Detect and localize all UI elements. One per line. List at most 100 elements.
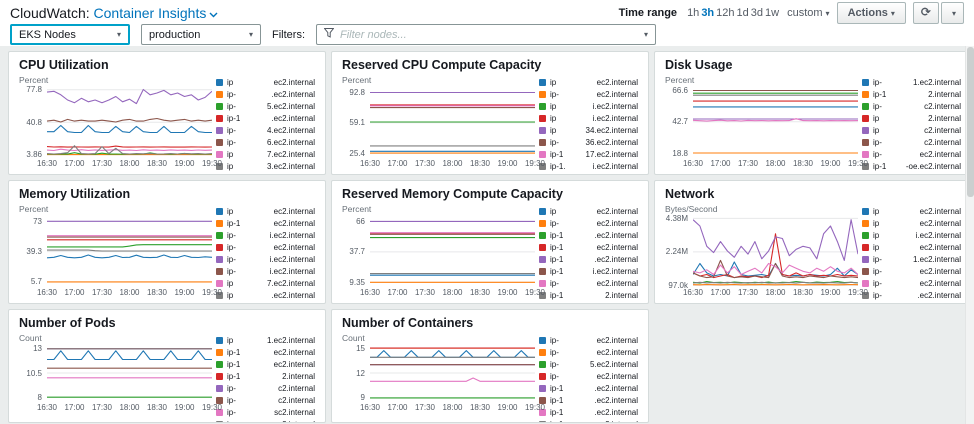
legend-item[interactable]: ip-ec2.internal (539, 347, 638, 358)
legend-item[interactable]: ip-sc2.internal (216, 407, 315, 418)
legend-item[interactable]: ip-i.ec2.internal (216, 254, 315, 265)
refresh-button[interactable]: ⟳ (912, 1, 939, 24)
legend-item[interactable]: ip- 4.ec2.internal (216, 125, 315, 136)
legend-item[interactable]: ip-1 ec2.internal (539, 242, 638, 253)
legend-node-suffix: i.ec2.internal (592, 114, 638, 123)
y-tick-label: 9.35 (349, 277, 365, 287)
chart-unit-label: Percent (342, 204, 372, 214)
legend-item[interactable]: ip-1 ec2.internal (216, 218, 315, 229)
chart-plot[interactable] (47, 86, 212, 158)
legend-item[interactable]: ip-ec2.internal (862, 149, 961, 160)
legend-item[interactable]: ip-c2.internal (216, 395, 315, 406)
time-range-1h[interactable]: 1h (687, 6, 700, 19)
x-tick-label: 17:30 (414, 403, 436, 412)
legend-item[interactable]: ip-1.ec2.internal (539, 407, 638, 418)
legend-item[interactable]: ip-1 2.internal (539, 290, 638, 301)
time-range-1d[interactable]: 1d (736, 6, 749, 19)
legend-node-prefix: ip-1 (873, 90, 887, 99)
time-range-1w[interactable]: 1w (765, 6, 780, 19)
legend-item[interactable]: ip-ec2.internal (216, 242, 315, 253)
legend-item[interactable]: ip 3.ec2.internal (216, 161, 315, 172)
legend-swatch-gray (216, 163, 223, 170)
legend-item[interactable]: ip i.ec2.internal (539, 113, 638, 124)
legend-item[interactable]: ip-ec2.internal (539, 218, 638, 229)
legend-item[interactable]: ip ec2.internal (862, 206, 961, 217)
legend-item[interactable]: ip 7.ec2.internal (216, 149, 315, 160)
x-axis-ticks: 16:30 17:00 17:30 18:00 18:30 19:00 19:30 (37, 158, 222, 169)
legend-item[interactable]: ip- 36.ec2.internal (539, 137, 638, 148)
legend-item[interactable]: ip ec2.internal (862, 242, 961, 253)
legend-item[interactable]: ip- .ec2.internal (862, 290, 961, 301)
legend-item[interactable]: ip-ec2.internal (862, 278, 961, 289)
legend-item[interactable]: ip 7.ec2.internal (216, 278, 315, 289)
legend-item[interactable]: ip 2.internal (862, 113, 961, 124)
legend-item[interactable]: ip c2.internal (862, 125, 961, 136)
legend-item[interactable]: ip-1.ec2.internal (862, 77, 961, 88)
legend-item[interactable]: ip-ec2.internal (539, 89, 638, 100)
refresh-options-button[interactable]: ▾ (940, 1, 964, 24)
legend-item[interactable]: ip-1.ec2.internal (539, 254, 638, 265)
legend-item[interactable]: ip-1 ec2.internal (216, 347, 315, 358)
chart-plot[interactable] (693, 215, 858, 287)
filter-nodes-input[interactable]: Filter nodes... ▾ (316, 24, 656, 45)
legend-item[interactable]: ip- .ec2.internal (216, 419, 315, 422)
time-range-3d[interactable]: 3d (750, 6, 764, 19)
vertical-scrollbar[interactable] (965, 46, 974, 424)
legend-item[interactable]: ip-1.ec2.internal (539, 395, 638, 406)
legend-item[interactable]: ip-i.ec2.internal (216, 230, 315, 241)
time-range-3h[interactable]: 3h (701, 6, 715, 19)
page-title-dropdown[interactable]: Container Insights (94, 5, 219, 21)
legend-item[interactable]: ip- 6.ec2.internal (216, 137, 315, 148)
legend-item[interactable]: ip-1 17.ec2.internal (539, 149, 638, 160)
legend-item[interactable]: ip-1.ec2.internal (539, 383, 638, 394)
legend-item[interactable]: ip-i.ec2.internal (216, 266, 315, 277)
legend-item[interactable]: ip-ec2.internal (862, 266, 961, 277)
legend-item[interactable]: ip ec2.internal (216, 206, 315, 217)
legend-item[interactable]: ip-1 ec2.internal (216, 359, 315, 370)
legend-swatch-pink (539, 409, 546, 416)
legend-item[interactable]: ip- .ec2.internal (216, 89, 315, 100)
legend-item[interactable]: ip i.ec2.internal (862, 230, 961, 241)
legend-item[interactable]: ip-1 i.ec2.internal (539, 266, 638, 277)
legend-item[interactable]: ip-c2.internal (862, 101, 961, 112)
chart-plot[interactable] (370, 215, 535, 287)
legend-item[interactable]: ip ec2.internal (539, 77, 638, 88)
chart-plot[interactable] (693, 86, 858, 158)
legend-item[interactable]: ip-1.ec2.internal (216, 113, 315, 124)
legend-item[interactable]: ip-c2.internal (216, 383, 315, 394)
legend-item[interactable]: ip-1. i.ec2.internal (539, 161, 638, 172)
legend-item[interactable]: ip-c2.internal (862, 137, 961, 148)
legend-item[interactable]: ip-ec2.internal (539, 278, 638, 289)
legend-item[interactable]: ip-1 -oe.ec2.internal (862, 161, 961, 172)
legend-item[interactable]: ip-1 2.internal (216, 371, 315, 382)
legend-item[interactable]: ip ec2.internal (862, 218, 961, 229)
legend-item[interactable]: ip-1.ec2.internal (539, 230, 638, 241)
legend-item[interactable]: ip-1.ec2.internal (862, 254, 961, 265)
chart-plot[interactable] (47, 215, 212, 287)
legend-item[interactable]: ip i.ec2.internal (539, 101, 638, 112)
scrollbar-thumb[interactable] (967, 47, 974, 197)
legend-item[interactable]: ip-ec2.internal (539, 335, 638, 346)
time-range-custom[interactable]: custom ▾ (787, 6, 830, 19)
legend-item[interactable]: ip- 5.ec2.internal (216, 101, 315, 112)
legend-item[interactable]: ip 34.ec2.internal (539, 125, 638, 136)
legend-item[interactable]: ip-1 ..ec2.internal (539, 419, 638, 422)
legend-item[interactable]: ip .ec2.internal (216, 290, 315, 301)
x-tick-label: 19:30 (201, 403, 223, 412)
cluster-select[interactable]: production ▾ (141, 24, 261, 45)
legend-item[interactable]: ip-ec2.internal (539, 371, 638, 382)
time-range-12h[interactable]: 12h (716, 6, 735, 19)
legend-item[interactable]: ip- 5.ec2.internal (539, 359, 638, 370)
resource-type-select[interactable]: EKS Nodes ▾ (10, 24, 130, 45)
chart-title: Network (665, 187, 715, 201)
legend-item[interactable]: ip ec2.internal (216, 77, 315, 88)
actions-button[interactable]: Actions ▾ (836, 1, 906, 24)
legend-node-suffix: 7.ec2.internal (266, 279, 315, 288)
legend-item[interactable]: ip-1 2.internal (862, 89, 961, 100)
legend-item[interactable]: ip ec2.internal (539, 206, 638, 217)
chart-plot[interactable] (47, 344, 212, 402)
legend-item[interactable]: ip 1.ec2.internal (216, 335, 315, 346)
chart-plot[interactable] (370, 344, 535, 402)
legend-node-prefix: ip-1 (550, 420, 563, 422)
chart-plot[interactable] (370, 86, 535, 158)
